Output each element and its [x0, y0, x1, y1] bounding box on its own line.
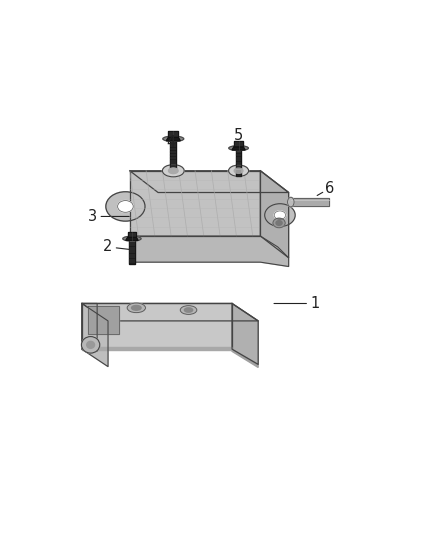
- Ellipse shape: [81, 336, 100, 353]
- Polygon shape: [260, 171, 289, 258]
- Polygon shape: [232, 147, 245, 150]
- Polygon shape: [82, 303, 232, 349]
- Polygon shape: [130, 236, 289, 266]
- Polygon shape: [130, 171, 289, 192]
- Polygon shape: [126, 237, 138, 240]
- Polygon shape: [82, 303, 97, 351]
- Ellipse shape: [87, 341, 95, 349]
- Polygon shape: [166, 138, 180, 141]
- Text: 5: 5: [234, 128, 243, 143]
- Polygon shape: [82, 347, 232, 350]
- Ellipse shape: [288, 197, 294, 207]
- Text: 6: 6: [325, 181, 335, 196]
- Polygon shape: [170, 141, 177, 169]
- Polygon shape: [232, 303, 258, 365]
- Ellipse shape: [229, 146, 248, 150]
- Text: 4: 4: [166, 135, 176, 150]
- Polygon shape: [291, 198, 329, 206]
- Text: 2: 2: [103, 239, 113, 254]
- Ellipse shape: [127, 303, 145, 313]
- Text: 3: 3: [88, 209, 97, 224]
- Polygon shape: [234, 141, 243, 147]
- Ellipse shape: [180, 305, 197, 314]
- Ellipse shape: [163, 136, 184, 141]
- Polygon shape: [236, 150, 241, 176]
- Polygon shape: [129, 240, 134, 264]
- Ellipse shape: [273, 218, 285, 228]
- Ellipse shape: [265, 204, 295, 227]
- Ellipse shape: [234, 168, 243, 173]
- Ellipse shape: [276, 221, 282, 225]
- Ellipse shape: [229, 165, 249, 176]
- Ellipse shape: [162, 165, 184, 177]
- Polygon shape: [82, 303, 258, 321]
- Text: 1: 1: [310, 296, 319, 311]
- Polygon shape: [128, 232, 136, 237]
- Ellipse shape: [274, 211, 286, 220]
- Ellipse shape: [169, 168, 178, 174]
- Polygon shape: [130, 171, 260, 236]
- Polygon shape: [169, 131, 178, 138]
- Ellipse shape: [131, 305, 141, 310]
- Ellipse shape: [117, 200, 133, 212]
- Ellipse shape: [106, 192, 145, 221]
- Polygon shape: [82, 303, 108, 367]
- Polygon shape: [232, 349, 258, 367]
- Polygon shape: [88, 305, 119, 334]
- Ellipse shape: [123, 236, 141, 241]
- Ellipse shape: [184, 308, 193, 312]
